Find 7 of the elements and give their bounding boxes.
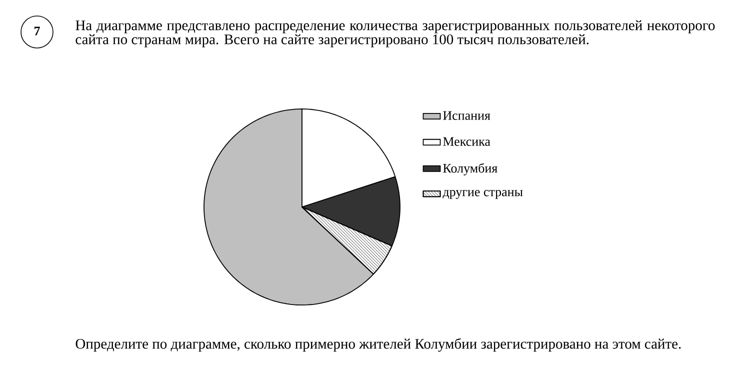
text: Определите по диаграмме, сколько примерно жителей Колумбии зарегистрировано на этом сайте. (76, 338, 681, 352)
chart-title: На диаграмме представлено распределение количества зарегистрированных пользователей некоторого сайта по странам мира. Всего на сайте зарегистрировано 100 тысяч пользователей. (76, 20, 715, 48)
text: 7 (34, 26, 40, 36)
legend-label: Мексика (443, 137, 490, 146)
legend-label: Колумбия (443, 163, 498, 176)
legend-label: Испания (443, 111, 490, 120)
legend-label: другие страны (442, 190, 523, 199)
